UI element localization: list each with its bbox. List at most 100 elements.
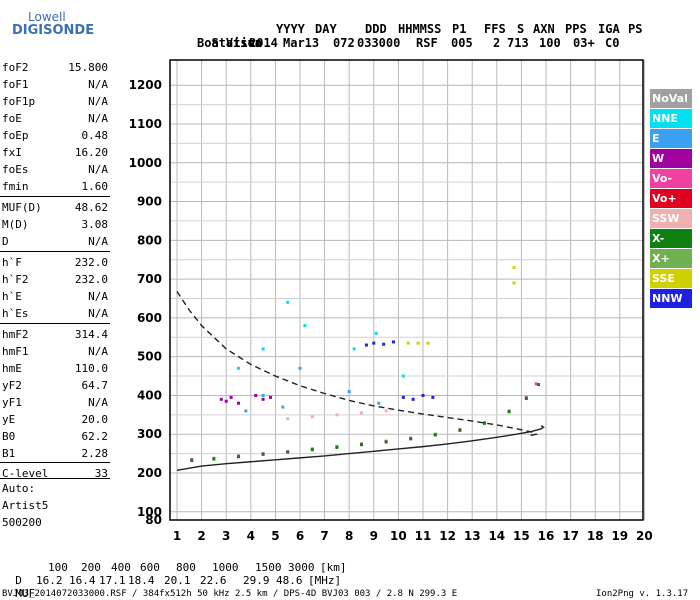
muf-value-4: 20.1	[164, 574, 191, 587]
header-row1-cell-7: S	[517, 22, 525, 36]
plot-frame	[169, 59, 644, 521]
y-tick-label-0: 80	[145, 513, 162, 527]
param-value-19: N/A	[88, 396, 108, 409]
header-row1-cell-4: HHMMSS	[398, 22, 442, 36]
param-name-3: foE	[2, 112, 22, 125]
header-row1-cell-10: IGA	[598, 22, 620, 36]
point-nne-4	[352, 347, 356, 351]
header-row1-cell-9: PPS	[565, 22, 587, 36]
param-value-14: N/A	[88, 307, 108, 320]
point-nnw-0	[364, 343, 368, 347]
point-ssw-2	[335, 413, 339, 417]
point-e-5	[377, 401, 381, 405]
point-sse-3	[512, 281, 516, 285]
header-row2-cell-11: C0	[605, 36, 620, 50]
param-value-15: 314.4	[74, 328, 108, 341]
muf-distance-8: [km]	[320, 561, 347, 574]
point-e-4	[347, 390, 351, 394]
point-ssw-3	[360, 411, 363, 415]
muf-value-2: 17.1	[99, 574, 126, 587]
muf-distance-4: 800	[176, 561, 196, 574]
footer-version: Ion2Png v. 1.3.17	[596, 589, 689, 599]
point-nnw-1	[372, 341, 376, 345]
point-e-1	[261, 393, 265, 397]
point-sse-0	[406, 341, 410, 345]
muf-value-label: MUF	[15, 587, 36, 600]
param-value-5: 16.20	[74, 146, 108, 159]
param-separator-3	[0, 462, 110, 463]
muf-value-6: 29.9	[243, 574, 270, 587]
profile-solid	[176, 425, 545, 471]
param-value-18: 64.7	[81, 379, 109, 392]
point-e-0	[244, 409, 248, 413]
x-tick-label-9: 10	[390, 529, 407, 543]
header-row2-cell-2: Mar13	[283, 36, 320, 50]
point-x--5	[310, 448, 314, 452]
param-separator-0	[0, 196, 110, 197]
muf-value-3: 18.4	[128, 574, 155, 587]
param-separator-1	[0, 251, 110, 252]
point-ssw-0	[286, 417, 290, 421]
param-value-11: 232.0	[74, 256, 108, 269]
header-row1-cell-2: DAY	[315, 22, 337, 36]
header-row-1: Station	[197, 22, 262, 50]
point-x--8	[384, 440, 388, 444]
param-name-12: h`F2	[2, 273, 29, 286]
muf-distance-7: 3000	[288, 561, 315, 574]
point-w-0	[219, 397, 223, 401]
param-value-12: 232.0	[74, 273, 108, 286]
param-separator-4	[0, 478, 110, 479]
point-nnw-6	[421, 393, 425, 397]
header-row1-cell-3: DDD	[365, 22, 387, 36]
legend-item-vo-: Vo-	[650, 169, 692, 188]
point-x--1	[212, 457, 216, 461]
point-x--15	[537, 383, 541, 387]
muf-value-8: [MHz]	[308, 574, 342, 587]
header-row1-cell-5: P1	[452, 22, 467, 36]
param-name-18: yF2	[2, 379, 22, 392]
point-w-1	[224, 399, 228, 403]
header-row1-cell-11: PS	[628, 22, 643, 36]
point-x--10	[433, 433, 437, 437]
point-e-3	[298, 366, 302, 370]
param-name-8: MUF(D)	[2, 201, 42, 214]
legend-item-ssw: SSW	[650, 209, 692, 228]
x-tick-label-0: 1	[173, 529, 181, 543]
point-nnw-2	[382, 342, 386, 346]
y-tick-label-7: 700	[137, 272, 162, 286]
x-tick-label-11: 12	[439, 529, 456, 543]
point-x--11	[458, 428, 462, 432]
x-tick-label-5: 6	[296, 529, 304, 543]
param-value-6: N/A	[88, 163, 108, 176]
point-sse-2	[426, 341, 430, 345]
point-x--2	[237, 455, 240, 459]
header-row2-cell-4: 033000	[357, 36, 401, 50]
param-value-4: 0.48	[81, 129, 109, 142]
point-x--14	[524, 397, 528, 401]
param-name-0: foF2	[2, 61, 29, 74]
param-name-1: foF1	[2, 78, 29, 91]
x-tick-label-13: 14	[488, 529, 505, 543]
point-x--3	[261, 452, 265, 456]
param-name-21: B0	[2, 430, 16, 443]
y-tick-label-3: 300	[137, 427, 162, 441]
y-tick-label-12: 1200	[129, 78, 162, 92]
point-w-2	[229, 395, 233, 399]
param-value-22: 2.28	[81, 447, 109, 460]
auto-label: Auto:	[2, 482, 36, 495]
param-name-10: D	[2, 235, 9, 248]
point-x--7	[360, 443, 363, 447]
point-w-4	[254, 393, 258, 397]
auto-artist: Artist5	[2, 499, 49, 512]
y-tick-label-6: 600	[137, 311, 162, 325]
param-name-7: fmin	[2, 180, 29, 193]
point-sse-1	[416, 341, 420, 345]
x-tick-label-17: 18	[587, 529, 604, 543]
param-value-1: N/A	[88, 78, 108, 91]
param-name-22: B1	[2, 447, 16, 460]
x-tick-label-15: 16	[538, 529, 555, 543]
auto-code: 500200	[2, 516, 42, 529]
y-tick-label-2: 200	[137, 466, 162, 480]
point-vo--15	[534, 382, 538, 386]
point-x--13	[507, 410, 511, 414]
